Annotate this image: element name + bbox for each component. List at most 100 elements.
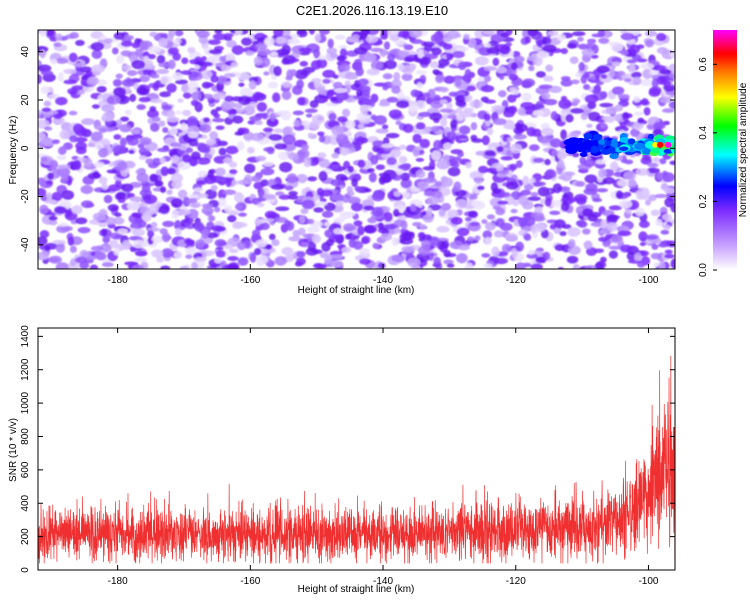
spectrogram-cell — [522, 216, 536, 227]
spectrogram-cell — [481, 253, 491, 258]
spectrogram-cell — [100, 35, 107, 41]
colorbar-label: Normalized spectral amplitude — [738, 82, 749, 217]
spectrogram-cell — [510, 208, 518, 214]
spectrogram-cell — [415, 157, 425, 162]
spectrogram-cell — [113, 32, 125, 40]
spectrogram-cell — [583, 240, 593, 250]
spectrogram-cell — [489, 197, 503, 208]
spectrogram-cell — [541, 92, 551, 100]
spectrogram-cell — [129, 196, 144, 203]
spectrogram-cell — [353, 47, 368, 55]
spectrogram-cell — [595, 159, 607, 165]
spectrogram-cell — [52, 239, 66, 245]
spectrogram-cell — [225, 176, 232, 188]
spectrogram-cell — [242, 105, 256, 116]
spectrogram-cell — [150, 73, 160, 79]
spectrogram-cell — [318, 170, 328, 182]
spectrogram-cell — [146, 109, 159, 119]
spectrogram-cell — [257, 48, 271, 56]
spectrogram-cell — [293, 119, 301, 127]
spectrogram-cell — [417, 111, 432, 118]
spectrogram-cell — [538, 136, 552, 144]
spectrogram-cell — [410, 203, 417, 212]
spectrogram-cell — [433, 30, 444, 42]
spectrogram-cell — [391, 237, 399, 247]
spectrogram-cell — [262, 161, 274, 167]
spectrogram-cell — [210, 225, 224, 232]
spectrogram-cell — [372, 242, 379, 249]
spectrogram-cell — [177, 208, 191, 216]
spectrogram-cell — [554, 219, 566, 229]
spectrogram-cell — [645, 199, 652, 206]
spectrogram-cell — [474, 177, 483, 184]
spectrogram-cell — [436, 240, 446, 251]
spectrogram-cell — [526, 55, 537, 61]
spectrogram-cell — [375, 128, 389, 134]
spectrogram-cell — [470, 122, 478, 131]
spectrogram-cell — [521, 92, 532, 102]
spectrogram-cell — [134, 257, 148, 263]
spectrogram-cell — [614, 104, 624, 112]
spectrogram-cell — [167, 59, 176, 70]
spectrogram-cell — [615, 190, 624, 200]
spectrogram-cell — [149, 98, 163, 104]
spectrogram-cell — [175, 79, 188, 85]
spectrogram-cell — [330, 193, 344, 201]
spectrogram-cell — [80, 185, 94, 194]
spectrogram-cell — [40, 156, 48, 162]
spectrogram-cell — [68, 110, 78, 116]
spectrogram-cell — [368, 172, 377, 183]
spectrogram-cell — [417, 180, 430, 190]
spectrogram-cell — [415, 169, 426, 179]
spectrogram-cell — [506, 181, 519, 190]
spectrogram-cell — [185, 254, 193, 259]
spectrogram-cell — [648, 194, 657, 202]
spectrogram-cell — [578, 61, 585, 72]
spectrogram-cell — [660, 229, 670, 235]
spectrogram-cell — [188, 194, 201, 199]
spectrogram-cell — [669, 52, 675, 58]
spectrogram-cell — [600, 219, 608, 230]
spectrogram-cell — [401, 245, 415, 253]
spectrogram-cell — [328, 112, 337, 121]
spectrogram-cell — [524, 36, 531, 44]
spectrogram-cell — [298, 47, 312, 53]
spectrogram-y-tick-label: 0 — [20, 145, 31, 151]
spectrogram-cell — [326, 47, 338, 55]
spectrogram-cell — [38, 188, 47, 197]
spectrogram-cell — [440, 117, 448, 128]
spectrogram-cell — [254, 120, 263, 126]
snr-x-tick-label: -100 — [638, 576, 658, 587]
spectrogram-cell — [367, 217, 377, 224]
spectrogram-cell — [92, 170, 100, 179]
spectrogram-cell — [102, 111, 115, 122]
spectrogram-cell — [311, 233, 321, 244]
spectrogram-cell — [322, 69, 336, 79]
spectrogram-cell — [594, 262, 605, 269]
spectrogram-cell — [115, 119, 123, 129]
spectrogram-cell — [334, 34, 346, 40]
spectrogram-cell — [385, 132, 400, 139]
spectrogram-cell — [301, 143, 309, 151]
spectrogram-cell — [256, 202, 265, 208]
spectrogram-cell — [560, 76, 571, 81]
spectrogram-cell — [364, 188, 372, 193]
spectrogram-cell — [560, 95, 568, 101]
spectrogram-cell — [544, 197, 552, 207]
spectrogram-cell — [652, 156, 660, 163]
spectrogram-cell — [307, 132, 315, 138]
spectrogram-cell — [339, 63, 351, 72]
spectrogram-cell — [560, 79, 573, 87]
spectrogram-cell — [527, 249, 536, 255]
spectrogram-cell — [656, 46, 668, 55]
spectrogram-cell — [501, 243, 512, 254]
spectrogram-cell — [49, 219, 58, 226]
spectrogram-cell — [567, 197, 578, 203]
spectrogram-cell — [159, 186, 167, 194]
spectrogram-cell — [69, 258, 77, 267]
spectrogram-cell — [111, 47, 119, 55]
spectrogram-cell — [129, 93, 137, 103]
spectrogram-cell — [207, 55, 220, 63]
spectrogram-cell — [224, 95, 234, 102]
spectrogram-cell — [661, 213, 672, 221]
